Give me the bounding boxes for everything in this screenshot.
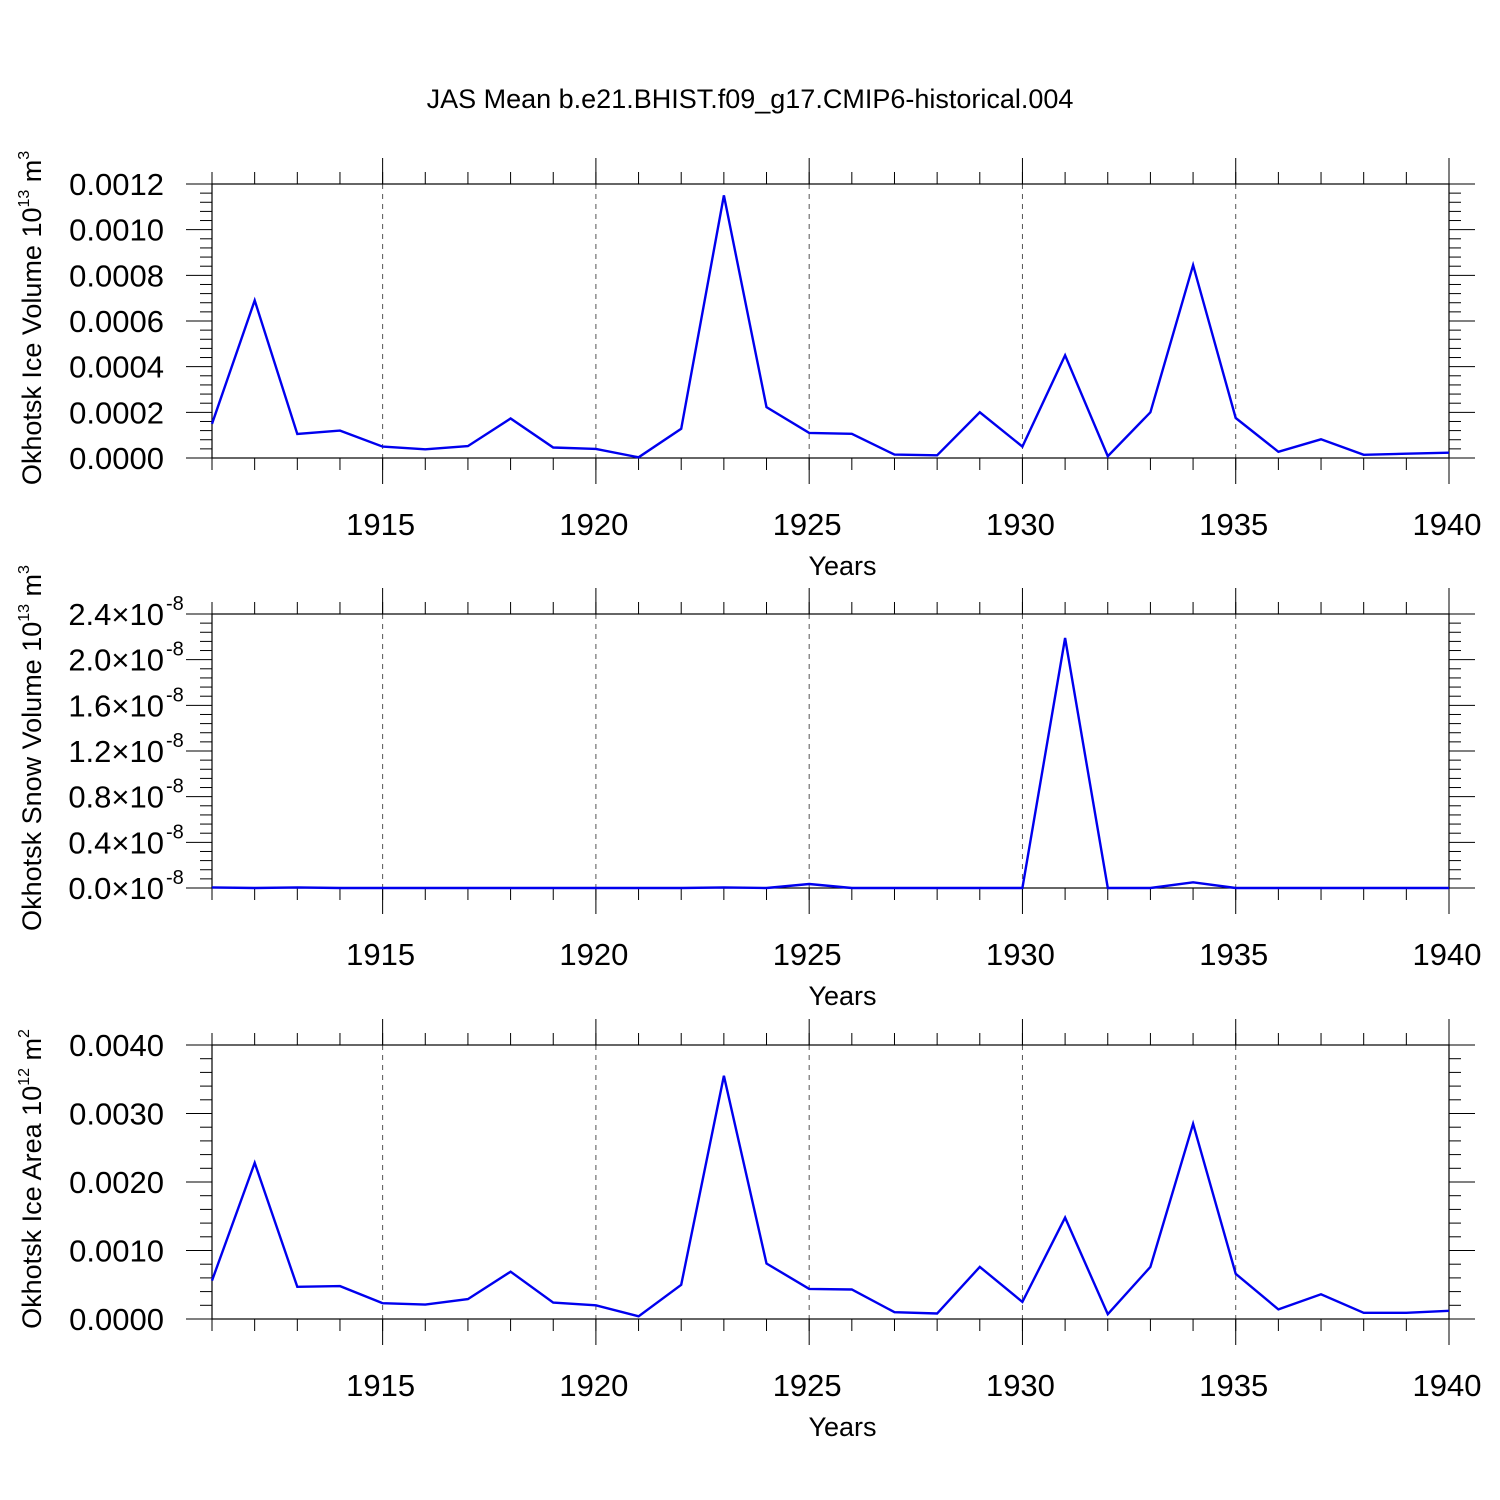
ytick-label: 0.0×10 <box>68 871 164 906</box>
y-axis-label-unit-exp: 2 <box>16 1029 33 1038</box>
ytick-label: 0.0006 <box>69 304 164 339</box>
plot-frame <box>211 1044 1450 1320</box>
ytick-label: 0.4×10 <box>68 825 164 860</box>
x-axis-label: Years <box>808 981 876 1011</box>
ytick-label-value: 0.0040 <box>69 1028 164 1063</box>
xtick-label: 1915 <box>346 1368 415 1403</box>
ytick-label: 0.0010 <box>69 213 164 248</box>
y-axis-label-unit-exp: 3 <box>16 151 33 160</box>
ytick-label: 0.0040 <box>69 1028 164 1063</box>
x-axis-label: Years <box>808 1412 876 1442</box>
y-axis-label-exp: 12 <box>16 1068 33 1086</box>
xtick-label: 1935 <box>1199 937 1268 972</box>
ytick-label: 0.0000 <box>69 1302 164 1337</box>
ytick-label-value: 0.8×10 <box>68 780 164 815</box>
y-axis-label-unit: m <box>17 1038 47 1068</box>
ytick-label: 1.2×10 <box>68 734 164 769</box>
series-line <box>210 195 1450 459</box>
ytick-label-value: 0.0000 <box>69 441 164 476</box>
y-axis-label-exp: 13 <box>16 604 33 622</box>
panel-3: 0.0000 0.0010 0.0020 0.0030 0.0040 1915 1920 19… <box>16 1019 1481 1442</box>
xtick-label: 1940 <box>1413 937 1482 972</box>
ytick-label-value: 0.4×10 <box>68 825 164 860</box>
y-axis-label-text: Okhotsk Snow Volume 10 <box>17 622 47 931</box>
ytick-label: 0.0010 <box>69 1234 164 1269</box>
ytick-label-value: 0.0004 <box>69 350 164 385</box>
ytick-label-value: 0.0020 <box>69 1165 164 1200</box>
ytick-label-value: 2.4×10 <box>68 597 164 632</box>
ytick-label: 0.8×10 <box>68 780 164 815</box>
ytick-label-exponent: -8 <box>166 821 184 843</box>
figure-title: JAS Mean b.e21.BHIST.f09_g17.CMIP6-histo… <box>427 84 1074 114</box>
ytick-label-value: 0.0008 <box>69 258 164 293</box>
ytick-label-value: 1.6×10 <box>68 688 164 723</box>
ytick-label-value: 0.0×10 <box>68 871 164 906</box>
panels: 0.00000.00020.00040.00060.00080.00100.00… <box>16 151 1481 1442</box>
ytick-label-value: 2.0×10 <box>68 643 164 678</box>
ytick-label-value: 1.2×10 <box>68 734 164 769</box>
xtick-label: 1920 <box>559 507 628 542</box>
x-axis-label: Years <box>808 551 876 581</box>
y-axis-label-unit-exp: 3 <box>16 565 33 574</box>
xtick-label: 1920 <box>559 1368 628 1403</box>
ytick-label: 2.4×10 <box>68 597 164 632</box>
xtick-label: 1925 <box>773 1368 842 1403</box>
xtick-label: 1940 <box>1413 1368 1482 1403</box>
xtick-label: 1930 <box>986 1368 1055 1403</box>
xtick-label: 1925 <box>773 937 842 972</box>
xtick-label: 1940 <box>1413 507 1482 542</box>
xtick-label: 1925 <box>773 507 842 542</box>
ytick-label-value: 0.0002 <box>69 395 164 430</box>
ytick-label-value: 0.0000 <box>69 1302 164 1337</box>
y-axis-label: Okhotsk Ice Area 1012 m2 <box>16 1029 47 1329</box>
ytick-label: 0.0020 <box>69 1165 164 1200</box>
xtick-label: 1930 <box>986 937 1055 972</box>
ytick-label: 0.0004 <box>69 350 164 385</box>
ytick-label-value: 0.0010 <box>69 213 164 248</box>
ytick-label-exponent: -8 <box>166 867 184 889</box>
ytick-label: 1.6×10 <box>68 688 164 723</box>
panel-2: 0.0×10 -80.4×10 -80.8×10 -81.2×10 -81.6×10 -8… <box>16 565 1481 1011</box>
y-axis-label-unit: m <box>17 574 47 604</box>
ytick-label-value: 0.0006 <box>69 304 164 339</box>
series-line <box>211 637 1449 890</box>
y-axis-label-text: Okhotsk Ice Volume 10 <box>17 208 47 486</box>
y-axis-label-exp: 13 <box>16 190 33 208</box>
xtick-label: 1930 <box>986 507 1055 542</box>
ytick-label-exponent: -8 <box>166 730 184 752</box>
y-axis-label: Okhotsk Ice Volume 1013 m3 <box>16 151 47 485</box>
xtick-label: 1915 <box>346 937 415 972</box>
plot-frame <box>211 613 1450 889</box>
ytick-label: 0.0012 <box>69 167 164 202</box>
y-axis-label-text: Okhotsk Ice Area 10 <box>17 1086 47 1329</box>
ytick-label-exponent: -8 <box>166 593 184 615</box>
y-axis-label-unit: m <box>17 160 47 190</box>
series-line <box>210 1075 1450 1318</box>
ytick-label: 2.0×10 <box>68 643 164 678</box>
ytick-label-value: 0.0010 <box>69 1234 164 1269</box>
ytick-label: 0.0000 <box>69 441 164 476</box>
ytick-label-exponent: -8 <box>166 684 184 706</box>
plot-frame <box>211 183 1450 459</box>
ytick-label-exponent: -8 <box>166 776 184 798</box>
ytick-label: 0.0008 <box>69 258 164 293</box>
ytick-label-exponent: -8 <box>166 639 184 661</box>
ytick-label-value: 0.0030 <box>69 1097 164 1132</box>
ytick-label-value: 0.0012 <box>69 167 164 202</box>
xtick-label: 1920 <box>559 937 628 972</box>
ytick-label: 0.0002 <box>69 395 164 430</box>
panel-1: 0.0000 0.0002 0.0004 0.0006 0.0008 0.0010 0.00… <box>16 151 1481 581</box>
xtick-label: 1935 <box>1199 1368 1268 1403</box>
ytick-label: 0.0030 <box>69 1097 164 1132</box>
xtick-label: 1935 <box>1199 507 1268 542</box>
y-axis-label: Okhotsk Snow Volume 1013 m3 <box>16 565 47 931</box>
xtick-label: 1915 <box>346 507 415 542</box>
